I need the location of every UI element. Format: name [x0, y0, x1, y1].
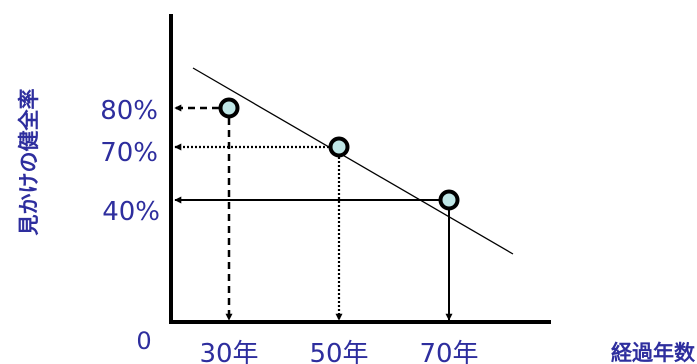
trend-line	[192, 67, 514, 255]
y-tick-80: 80%	[100, 96, 158, 126]
data-point-70	[438, 189, 460, 211]
x-tick-70: 70年	[419, 339, 478, 364]
y-tick-40: 40%	[102, 197, 160, 227]
x-tick-50: 50年	[309, 339, 368, 364]
data-point-50	[328, 136, 350, 158]
origin-label: 0	[136, 327, 151, 355]
y-tick-70: 70%	[100, 138, 158, 168]
y-axis-title: 見かけの健全率	[17, 89, 41, 236]
x-axis-title: 経過年数	[611, 341, 696, 364]
x-tick-30: 30年	[199, 339, 258, 364]
data-point-30	[218, 97, 240, 119]
